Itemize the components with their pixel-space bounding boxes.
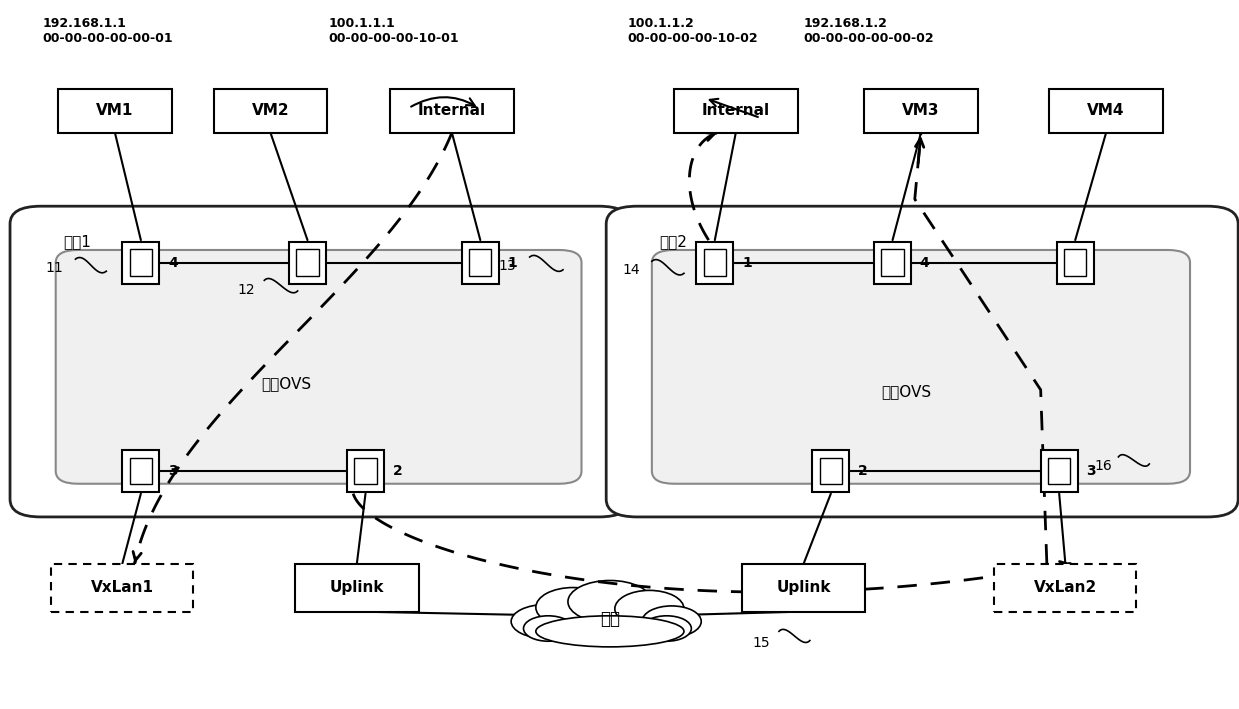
FancyBboxPatch shape [56, 250, 581, 484]
Bar [390, 89, 514, 133]
Text: 00-00-00-00-00-01: 00-00-00-00-00-01 [42, 32, 172, 45]
Text: 1: 1 [742, 256, 752, 269]
Text: Uplink: Uplink [330, 580, 384, 595]
Bar [295, 564, 419, 612]
Bar [296, 250, 318, 276]
Text: Internal: Internal [418, 104, 486, 118]
Bar [123, 242, 160, 284]
Text: 网络: 网络 [600, 610, 620, 628]
Bar [873, 242, 911, 284]
Text: 16: 16 [1095, 459, 1113, 473]
Text: VM2: VM2 [252, 104, 289, 118]
Bar [289, 242, 326, 284]
Text: VxLan2: VxLan2 [1033, 580, 1097, 595]
Bar [130, 250, 152, 276]
Text: Internal: Internal [701, 104, 769, 118]
Text: 100.1.1.2: 100.1.1.2 [627, 17, 694, 30]
Text: 00-00-00-00-10-01: 00-00-00-00-10-01 [328, 32, 460, 45]
Ellipse shape [615, 591, 684, 627]
Text: 14: 14 [622, 263, 639, 277]
Bar [813, 450, 850, 492]
Bar [1057, 242, 1094, 284]
Text: 主机1: 主机1 [63, 235, 90, 250]
Text: Uplink: Uplink [777, 580, 831, 595]
Bar [1041, 450, 1078, 492]
Text: 2: 2 [857, 464, 867, 478]
Bar [347, 450, 384, 492]
Text: 11: 11 [46, 262, 63, 275]
Text: 100.1.1.1: 100.1.1.1 [328, 17, 395, 30]
Text: VM4: VM4 [1088, 104, 1125, 118]
Text: 第二OVS: 第二OVS [881, 384, 932, 399]
Bar [696, 242, 733, 284]
Ellipse shape [535, 588, 610, 627]
Text: 2: 2 [393, 464, 403, 478]
Text: 4: 4 [919, 256, 929, 269]
Bar [354, 457, 377, 484]
FancyBboxPatch shape [606, 206, 1238, 517]
Bar [1049, 89, 1163, 133]
Text: 192.168.1.1: 192.168.1.1 [42, 17, 126, 30]
Text: 00-00-00-00-00-02: 00-00-00-00-00-02 [804, 32, 934, 45]
Bar [674, 89, 798, 133]
Text: 15: 15 [753, 636, 771, 649]
Ellipse shape [567, 581, 652, 623]
Bar [864, 89, 978, 133]
Bar [123, 450, 160, 492]
Text: VM3: VM3 [902, 104, 939, 118]
FancyBboxPatch shape [652, 250, 1189, 484]
Text: 3: 3 [1087, 464, 1097, 478]
Ellipse shape [512, 605, 580, 638]
Ellipse shape [642, 606, 701, 637]
Ellipse shape [535, 616, 684, 647]
Text: 192.168.1.2: 192.168.1.2 [804, 17, 887, 30]
Bar [51, 564, 193, 612]
Text: VM1: VM1 [97, 104, 134, 118]
Bar [58, 89, 172, 133]
Text: 12: 12 [237, 282, 254, 296]
Text: 4: 4 [169, 256, 177, 269]
Bar [1064, 250, 1087, 276]
Text: 3: 3 [169, 464, 177, 478]
Text: 第一OVS: 第一OVS [261, 376, 311, 391]
Bar [742, 564, 865, 612]
Bar [995, 564, 1136, 612]
Bar [213, 89, 327, 133]
Bar [130, 457, 152, 484]
Text: VxLan1: VxLan1 [90, 580, 154, 595]
Bar [881, 250, 903, 276]
Text: 13: 13 [498, 259, 517, 273]
Text: 00-00-00-00-10-02: 00-00-00-00-10-02 [627, 32, 758, 45]
Bar [704, 250, 726, 276]
Ellipse shape [524, 616, 572, 641]
Bar [470, 250, 492, 276]
Bar [820, 457, 843, 484]
FancyBboxPatch shape [10, 206, 629, 517]
Bar [1048, 457, 1070, 484]
Bar [462, 242, 499, 284]
Text: 1: 1 [508, 256, 517, 269]
Text: 主机2: 主机2 [659, 235, 688, 250]
Ellipse shape [642, 616, 691, 641]
